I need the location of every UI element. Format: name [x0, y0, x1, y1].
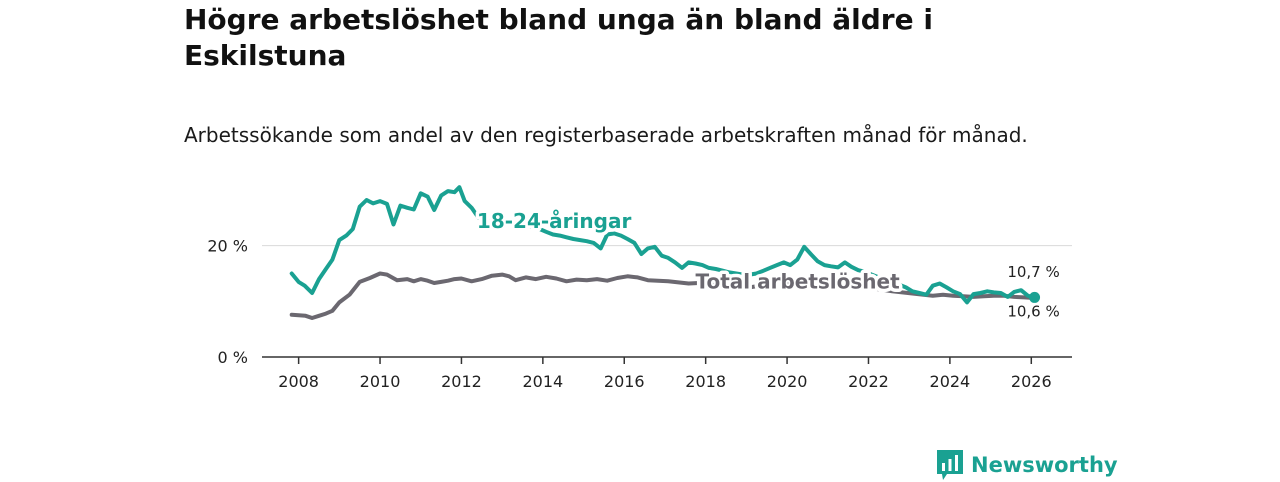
total-series-label: Total arbetslöshet — [695, 270, 900, 294]
total-end-value: 10,6 % — [1007, 303, 1059, 321]
x-tick-label: 2014 — [522, 372, 563, 391]
brand-name: Newsworthy — [971, 453, 1118, 477]
y-axis: 0 % 20 % — [207, 237, 248, 367]
line-chart: 0 % 20 % 2008 2010 2012 2014 2016 2018 2020 2022… — [207, 185, 1072, 391]
chart-title: Högre arbetslöshet bland unga än bland ä… — [184, 3, 933, 72]
youth-series-label: 18-24-åringar — [477, 209, 632, 233]
chart-subtitle: Arbetssökande som andel av den registerb… — [184, 123, 1028, 147]
x-tick-label: 2018 — [685, 372, 726, 391]
y-tick-label: 20 % — [207, 237, 248, 256]
newsworthy-logo-icon — [937, 450, 963, 480]
x-tick-label: 2022 — [848, 372, 889, 391]
newsworthy-brand[interactable]: Newsworthy — [937, 448, 1118, 482]
series-labels: 18-24-åringar Total arbetslöshet 10,7 % 10,… — [473, 205, 1062, 323]
x-axis: 2008 2010 2012 2014 2016 2018 2020 2022 2024 2026 — [278, 357, 1052, 391]
youth-end-value: 10,7 % — [1007, 263, 1059, 281]
x-tick-label: 2016 — [604, 372, 645, 391]
youth-series-line — [289, 185, 1037, 305]
x-tick-label: 2026 — [1011, 372, 1052, 391]
series-lines — [289, 185, 1041, 320]
youth-endpoint-dot — [1029, 291, 1041, 303]
x-tick-label: 2008 — [278, 372, 319, 391]
y-tick-label: 0 % — [218, 348, 248, 367]
x-tick-label: 2010 — [360, 372, 401, 391]
x-tick-label: 2024 — [930, 372, 971, 391]
x-tick-label: 2012 — [441, 372, 482, 391]
x-tick-label: 2020 — [767, 372, 808, 391]
total-series-line — [289, 271, 1037, 320]
